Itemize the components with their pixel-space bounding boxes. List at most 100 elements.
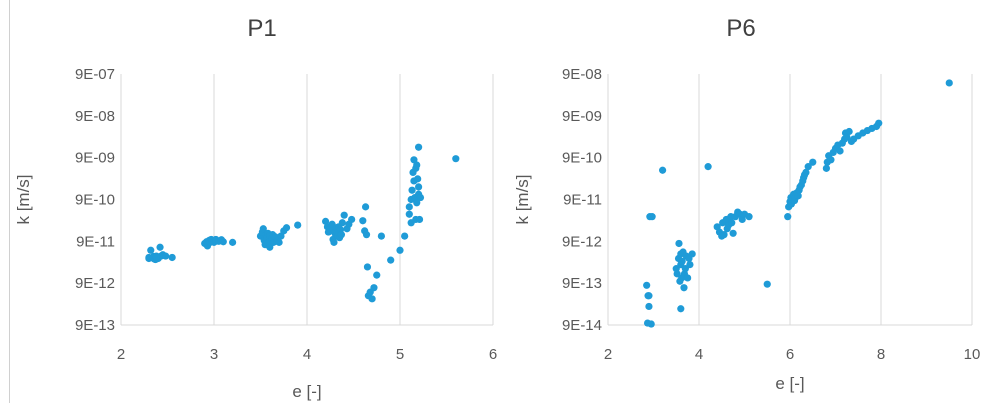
data-point <box>370 284 378 292</box>
data-point <box>809 158 817 166</box>
data-point <box>645 292 653 300</box>
data-point <box>875 119 883 127</box>
data-point <box>373 271 381 279</box>
x-tick-label: 2 <box>117 346 125 363</box>
left-border-line <box>9 0 10 403</box>
data-point <box>413 161 421 169</box>
data-point <box>368 295 376 303</box>
x-axis-label: e [-] <box>775 374 804 393</box>
data-point <box>648 213 656 221</box>
data-point <box>396 246 404 254</box>
y-tick-label: 9E-12 <box>75 275 115 292</box>
x-tick-label: 4 <box>695 346 703 363</box>
data-point <box>728 219 736 227</box>
y-tick-label: 9E-12 <box>562 233 602 250</box>
data-point <box>401 232 409 240</box>
data-point <box>322 217 330 225</box>
data-point <box>229 238 237 246</box>
data-point <box>729 229 737 237</box>
x-tick-label: 10 <box>964 346 981 363</box>
data-point <box>259 225 267 233</box>
data-point <box>415 183 423 191</box>
x-tick-label: 4 <box>303 346 311 363</box>
data-point <box>643 281 651 289</box>
y-tick-label: 9E-13 <box>562 275 602 292</box>
data-point <box>415 143 423 151</box>
data-point <box>804 163 812 171</box>
data-point <box>845 127 853 136</box>
data-point <box>413 199 421 207</box>
x-tick-label: 6 <box>786 346 794 363</box>
data-point <box>330 238 338 246</box>
data-point <box>361 203 370 211</box>
data-point <box>338 219 346 227</box>
data-point <box>836 147 844 155</box>
y-tick-label: 9E-11 <box>76 233 115 250</box>
data-point <box>387 256 395 264</box>
data-point <box>152 253 160 261</box>
data-point <box>162 252 170 260</box>
x-axis-label: e [-] <box>292 382 321 401</box>
data-point <box>266 243 274 251</box>
y-tick-label: 9E-08 <box>75 108 115 125</box>
data-point <box>720 231 728 239</box>
data-point <box>294 221 302 229</box>
data-point <box>275 238 283 246</box>
data-point <box>794 192 802 200</box>
data-point <box>359 217 367 225</box>
data-point <box>362 231 371 239</box>
data-point <box>684 274 692 282</box>
data-point <box>408 186 416 194</box>
data-point <box>405 203 413 211</box>
data-point <box>156 243 164 251</box>
data-point <box>745 213 753 221</box>
data-point <box>414 175 422 183</box>
chart-p6: P6 2 4 6 8 10 9E-14 9E-13 9E-12 9E-11 9E-10 9E-09 9E… <box>513 15 980 393</box>
y-tick-label: 9E-10 <box>562 150 602 167</box>
data-point <box>348 215 356 224</box>
data-point <box>784 213 792 221</box>
y-tick-label: 9E-10 <box>75 192 115 209</box>
data-point <box>452 155 460 163</box>
data-point <box>763 280 771 288</box>
data-point <box>377 232 385 240</box>
data-point <box>704 163 712 171</box>
data-point <box>843 133 851 141</box>
chart-title: P6 <box>726 15 755 42</box>
y-tick-label: 9E-07 <box>75 66 115 83</box>
data-point <box>337 231 346 239</box>
y-tick-label: 9E-09 <box>75 150 115 167</box>
x-tick-label: 3 <box>210 346 218 363</box>
data-point <box>822 164 831 172</box>
data-point <box>802 168 810 176</box>
x-tick-label: 5 <box>396 346 404 363</box>
data-point <box>340 211 348 219</box>
y-axis-label: k [m/s] <box>513 174 532 224</box>
data-point <box>147 246 155 254</box>
y-tick-label: 9E-08 <box>562 66 602 83</box>
y-tick-label: 9E-14 <box>562 317 602 334</box>
data-point <box>945 79 953 87</box>
y-axis-label: k [m/s] <box>14 174 33 224</box>
x-tick-label: 8 <box>877 346 885 363</box>
data-point <box>645 302 653 311</box>
data-point <box>416 193 425 202</box>
chart-title: P1 <box>247 15 276 42</box>
data-point <box>686 261 694 269</box>
data-point <box>677 305 685 313</box>
data-point <box>405 210 413 218</box>
chart-p1: P1 2 3 4 5 6 9E-13 9E-12 9E-11 9E-10 9E-09 9E-08 9E-… <box>14 15 497 401</box>
y-tick-label: 9E-09 <box>562 108 602 125</box>
data-point <box>680 284 688 292</box>
data-point <box>415 215 424 224</box>
data-point <box>168 253 176 262</box>
y-tick-label: 9E-13 <box>75 317 115 334</box>
x-tick-label: 2 <box>604 346 612 363</box>
data-point <box>219 238 227 246</box>
data-point <box>688 250 696 258</box>
data-point <box>659 166 667 174</box>
data-point <box>827 156 835 164</box>
x-tick-label: 6 <box>489 346 497 363</box>
data-point <box>363 263 372 271</box>
